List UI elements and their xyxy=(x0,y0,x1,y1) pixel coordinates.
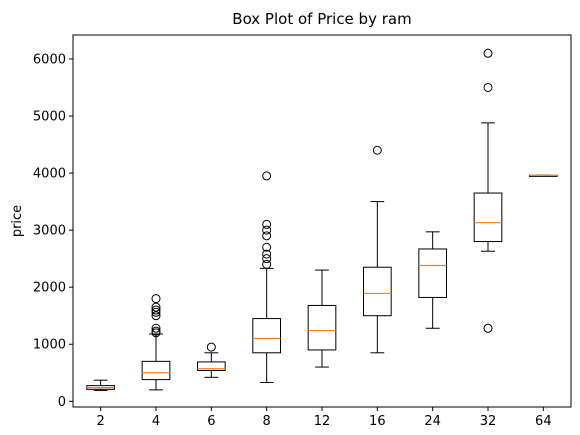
outlier-point xyxy=(151,294,161,304)
outlier-point xyxy=(262,249,272,259)
x-tick-label: 2 xyxy=(97,414,105,429)
y-tick-label: 2000 xyxy=(33,281,66,296)
x-tick-label: 32 xyxy=(480,414,497,429)
outlier-point xyxy=(262,219,272,229)
x-tick-label: 8 xyxy=(263,414,271,429)
outlier-point xyxy=(483,82,493,92)
y-tick-label: 6000 xyxy=(33,52,66,67)
x-tick-label: 6 xyxy=(207,414,215,429)
y-tick-label: 0 xyxy=(58,395,66,410)
x-tick-label: 4 xyxy=(152,414,160,429)
y-tick-label: 1000 xyxy=(33,338,66,353)
outlier-point xyxy=(262,259,272,269)
chart-title: Box Plot of Price by ram xyxy=(232,10,411,28)
outlier-point xyxy=(372,145,382,155)
outlier-point xyxy=(262,171,272,181)
outlier-point xyxy=(262,254,272,264)
outlier-point xyxy=(151,302,161,312)
outlier-point xyxy=(206,342,216,352)
x-tick-label: 64 xyxy=(535,414,552,429)
outlier-point xyxy=(262,225,272,235)
box-iqr xyxy=(252,318,281,354)
outlier-point xyxy=(151,307,161,317)
box-iqr xyxy=(307,304,337,351)
y-tick-label: 3000 xyxy=(33,224,66,239)
outlier-point xyxy=(151,305,161,315)
outlier-point xyxy=(151,323,161,333)
plot-frame xyxy=(72,34,572,408)
box-iqr xyxy=(197,361,226,371)
y-axis-label: price xyxy=(10,205,25,237)
outlier-point xyxy=(262,231,272,241)
outlier-point xyxy=(151,326,161,336)
outlier-point xyxy=(262,242,272,252)
box-iqr xyxy=(363,266,392,317)
box-iqr xyxy=(418,248,448,298)
box-iqr xyxy=(141,360,171,381)
box-iqr xyxy=(473,192,503,243)
x-tick-label: 16 xyxy=(369,414,386,429)
outlier-point xyxy=(483,48,493,58)
y-tick-label: 4000 xyxy=(33,167,66,182)
x-tick-label: 24 xyxy=(424,414,441,429)
y-tick-label: 5000 xyxy=(33,110,66,125)
x-tick-label: 12 xyxy=(314,414,331,429)
outlier-point xyxy=(151,311,161,321)
outlier-point xyxy=(483,323,493,333)
